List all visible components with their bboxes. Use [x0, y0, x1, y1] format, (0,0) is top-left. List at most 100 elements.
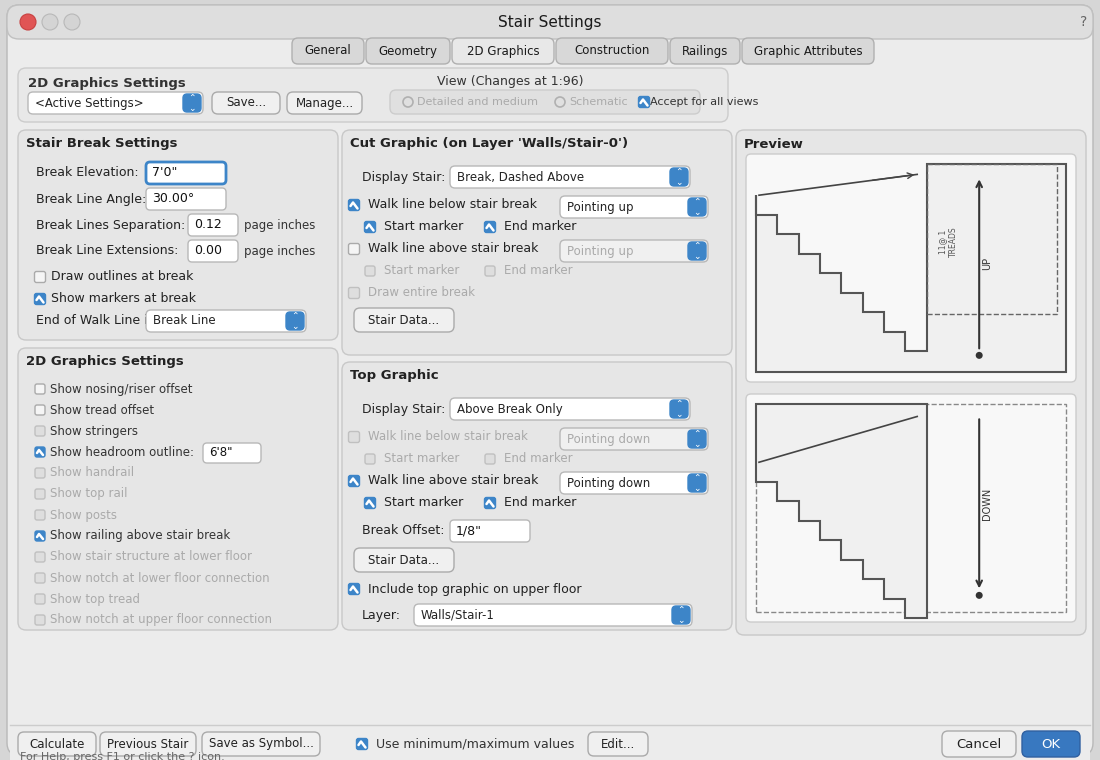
FancyBboxPatch shape: [349, 243, 360, 255]
Text: End of Walk Line is:: End of Walk Line is:: [36, 315, 158, 328]
Text: Break Line Angle:: Break Line Angle:: [36, 192, 146, 205]
FancyBboxPatch shape: [202, 732, 320, 756]
Text: Start marker: Start marker: [384, 452, 460, 465]
FancyBboxPatch shape: [450, 520, 530, 542]
Text: Draw entire break: Draw entire break: [368, 287, 475, 299]
Text: Break Line Extensions:: Break Line Extensions:: [36, 245, 178, 258]
Text: Walk line below stair break: Walk line below stair break: [368, 430, 528, 444]
FancyBboxPatch shape: [560, 428, 708, 450]
FancyBboxPatch shape: [354, 548, 454, 572]
FancyBboxPatch shape: [183, 94, 201, 112]
FancyBboxPatch shape: [450, 398, 690, 420]
Text: Cut Graphic (on Layer 'Walls/Stair-0'): Cut Graphic (on Layer 'Walls/Stair-0'): [350, 138, 628, 150]
Text: Break, Dashed Above: Break, Dashed Above: [456, 170, 584, 183]
Circle shape: [20, 14, 36, 30]
FancyBboxPatch shape: [688, 474, 706, 492]
Text: End marker: End marker: [504, 220, 576, 233]
Text: 6'8": 6'8": [209, 447, 232, 460]
Text: 2D Graphics: 2D Graphics: [466, 45, 539, 58]
Text: ⌃
⌄: ⌃ ⌄: [675, 399, 683, 419]
FancyBboxPatch shape: [688, 430, 706, 448]
Text: General: General: [305, 45, 351, 58]
Text: Previous Stair: Previous Stair: [108, 737, 189, 751]
FancyBboxPatch shape: [349, 432, 360, 442]
FancyBboxPatch shape: [349, 200, 360, 211]
FancyBboxPatch shape: [349, 287, 360, 299]
FancyBboxPatch shape: [746, 394, 1076, 622]
FancyBboxPatch shape: [18, 732, 96, 756]
Text: Draw outlines at break: Draw outlines at break: [51, 271, 194, 283]
Text: Geometry: Geometry: [378, 45, 438, 58]
Text: Preview: Preview: [744, 138, 804, 150]
Text: <Active Settings>: <Active Settings>: [35, 97, 144, 109]
FancyBboxPatch shape: [736, 130, 1086, 635]
FancyBboxPatch shape: [35, 531, 45, 541]
FancyBboxPatch shape: [146, 310, 306, 332]
FancyBboxPatch shape: [100, 732, 196, 756]
Text: Start marker: Start marker: [384, 264, 460, 277]
Text: Include top graphic on upper floor: Include top graphic on upper floor: [368, 582, 582, 596]
FancyBboxPatch shape: [35, 405, 45, 415]
Text: ⌃
⌄: ⌃ ⌄: [678, 605, 684, 625]
FancyBboxPatch shape: [28, 92, 204, 114]
FancyBboxPatch shape: [365, 266, 375, 276]
FancyBboxPatch shape: [35, 447, 45, 457]
FancyBboxPatch shape: [688, 242, 706, 260]
Text: Show markers at break: Show markers at break: [51, 293, 196, 306]
Text: Manage...: Manage...: [296, 97, 353, 109]
Text: Calculate: Calculate: [30, 737, 85, 751]
FancyBboxPatch shape: [390, 90, 700, 114]
FancyBboxPatch shape: [35, 594, 45, 604]
Text: Cancel: Cancel: [956, 737, 1002, 751]
Text: Detailed and medium: Detailed and medium: [417, 97, 538, 107]
Text: 7'0": 7'0": [152, 166, 177, 179]
FancyBboxPatch shape: [365, 454, 375, 464]
Text: Stair Settings: Stair Settings: [498, 14, 602, 30]
FancyBboxPatch shape: [450, 166, 690, 188]
FancyBboxPatch shape: [485, 266, 495, 276]
Text: Show top tread: Show top tread: [50, 593, 140, 606]
Text: Top Graphic: Top Graphic: [350, 369, 439, 382]
Text: 11@ 1
TREADS: 11@ 1 TREADS: [938, 226, 958, 258]
Circle shape: [64, 14, 80, 30]
Text: Show posts: Show posts: [50, 508, 117, 521]
Text: ?: ?: [1080, 15, 1088, 29]
Text: ⌃
⌄: ⌃ ⌄: [693, 242, 701, 261]
FancyBboxPatch shape: [556, 38, 668, 64]
Text: 30.00°: 30.00°: [152, 192, 195, 205]
FancyBboxPatch shape: [588, 732, 648, 756]
FancyBboxPatch shape: [342, 362, 732, 630]
FancyBboxPatch shape: [354, 308, 454, 332]
Polygon shape: [756, 404, 926, 618]
Text: Graphic Attributes: Graphic Attributes: [754, 45, 862, 58]
FancyBboxPatch shape: [18, 348, 338, 630]
Text: Start marker: Start marker: [384, 496, 463, 509]
FancyBboxPatch shape: [356, 739, 367, 749]
FancyBboxPatch shape: [560, 240, 708, 262]
Text: Edit...: Edit...: [601, 737, 635, 751]
FancyBboxPatch shape: [292, 38, 364, 64]
FancyBboxPatch shape: [342, 130, 732, 355]
FancyBboxPatch shape: [35, 489, 45, 499]
FancyBboxPatch shape: [560, 472, 708, 494]
FancyBboxPatch shape: [146, 162, 226, 184]
Polygon shape: [756, 164, 1066, 372]
Circle shape: [976, 592, 982, 599]
FancyBboxPatch shape: [746, 154, 1076, 382]
Text: Save...: Save...: [226, 97, 266, 109]
FancyBboxPatch shape: [942, 731, 1016, 757]
Text: Start marker: Start marker: [384, 220, 463, 233]
Text: Break Elevation:: Break Elevation:: [36, 166, 139, 179]
FancyBboxPatch shape: [414, 604, 692, 626]
FancyBboxPatch shape: [484, 221, 495, 233]
FancyBboxPatch shape: [672, 606, 690, 624]
Text: 0.00: 0.00: [194, 245, 222, 258]
FancyBboxPatch shape: [7, 5, 1093, 755]
FancyBboxPatch shape: [18, 130, 338, 340]
Text: End marker: End marker: [504, 264, 573, 277]
Text: Show tread offset: Show tread offset: [50, 404, 154, 416]
FancyBboxPatch shape: [670, 168, 688, 186]
Text: page inches: page inches: [244, 245, 316, 258]
Circle shape: [403, 97, 412, 107]
Text: Break Lines Separation:: Break Lines Separation:: [36, 219, 185, 232]
